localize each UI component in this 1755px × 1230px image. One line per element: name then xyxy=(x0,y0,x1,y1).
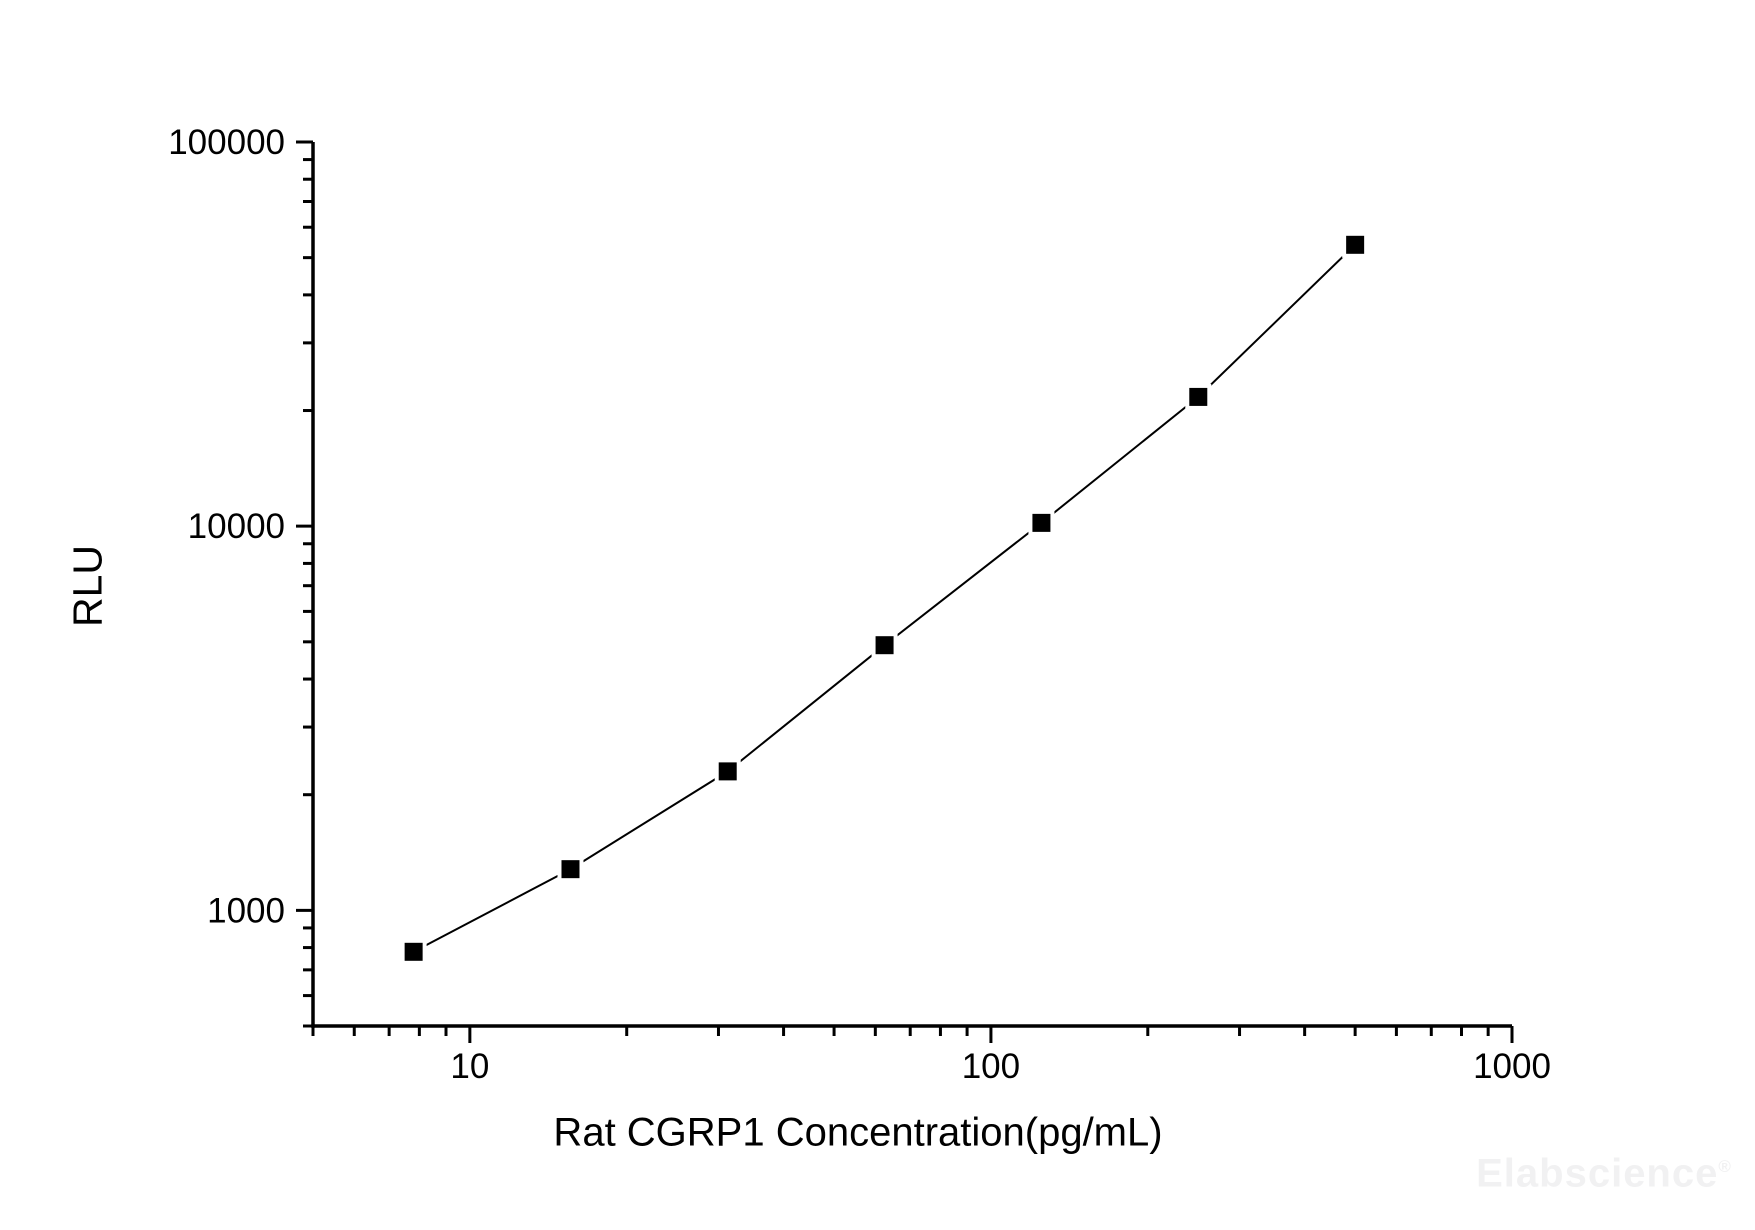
data-point-marker xyxy=(718,762,737,781)
watermark-text: Elabscience xyxy=(1476,1151,1719,1196)
data-point-marker xyxy=(561,860,580,879)
data-point-marker xyxy=(1189,387,1208,406)
y-axis-title: RLU xyxy=(64,544,111,628)
data-point-marker xyxy=(404,942,423,961)
y-tick-label: 1000 xyxy=(207,891,285,930)
data-point-marker xyxy=(1346,235,1365,254)
data-point-marker xyxy=(1032,513,1051,532)
data-point-marker xyxy=(875,636,894,655)
x-axis-title: Rat CGRP1 Concentration(pg/mL) xyxy=(553,1110,1163,1155)
x-tick-label: 1000 xyxy=(1473,1047,1551,1086)
y-tick-label: 10000 xyxy=(188,507,285,546)
x-tick-label: 10 xyxy=(450,1047,489,1086)
y-tick-label: 100000 xyxy=(168,123,285,162)
series-line xyxy=(413,244,1356,953)
x-tick-label: 100 xyxy=(962,1047,1020,1086)
watermark: Elabscience® xyxy=(1476,1152,1732,1197)
watermark-mark: ® xyxy=(1718,1157,1732,1177)
